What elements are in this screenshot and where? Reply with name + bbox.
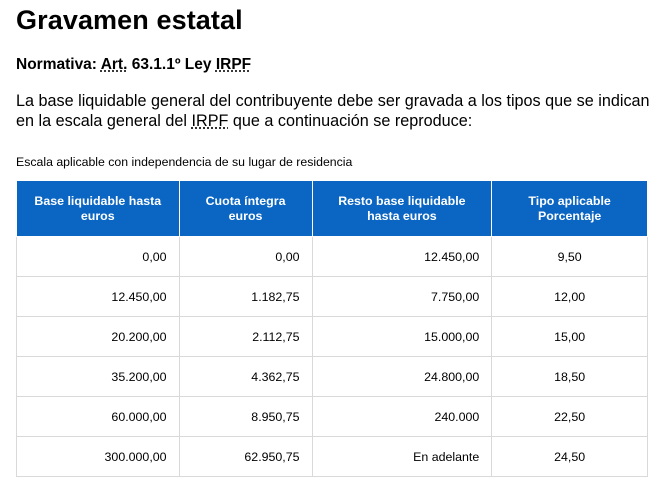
cell-resto: 240.000 xyxy=(312,396,493,437)
table-row: 20.200,00 2.112,75 15.000,00 15,00 xyxy=(16,316,648,357)
cell-base: 0,00 xyxy=(16,236,180,277)
table-caption: Escala aplicable con independencia de su… xyxy=(16,155,353,169)
cell-tipo: 22,50 xyxy=(491,396,648,437)
cell-resto: 24.800,00 xyxy=(312,356,493,397)
escala-table: Base liquidable hasta euros Cuota íntegr… xyxy=(16,180,648,477)
page-title: Gravamen estatal xyxy=(16,5,243,35)
cell-base: 300.000,00 xyxy=(16,436,180,477)
cell-cuota: 0,00 xyxy=(179,236,313,277)
table-row: 12.450,00 1.182,75 7.750,00 12,00 xyxy=(16,276,648,317)
cell-resto: 7.750,00 xyxy=(312,276,493,317)
intro-text-start: La base liquidable general del contribuy… xyxy=(16,92,650,130)
cell-base: 60.000,00 xyxy=(16,396,180,437)
normativa-label: Normativa: xyxy=(16,56,97,73)
header-resto-base: Resto base liquidable hasta euros xyxy=(311,180,493,237)
cell-tipo: 9,50 xyxy=(491,236,648,277)
article-abbreviation[interactable]: Art. xyxy=(100,56,128,73)
table-row: 300.000,00 62.950,75 En adelante 24,50 xyxy=(16,436,648,477)
cell-tipo: 15,00 xyxy=(491,316,648,357)
cell-cuota: 8.950,75 xyxy=(179,396,313,437)
cell-resto: En adelante xyxy=(312,436,493,477)
header-tipo-aplicable: Tipo aplicable Porcentaje xyxy=(491,180,648,237)
cell-base: 12.450,00 xyxy=(16,276,180,317)
intro-irpf-abbreviation[interactable]: IRPF xyxy=(191,112,229,130)
content-area: Gravamen estatal Normativa: Art. 63.1.1º… xyxy=(16,5,656,477)
table-row: 35.200,00 4.362,75 24.800,00 18,50 xyxy=(16,356,648,397)
normativa-line: Normativa: Art. 63.1.1º Ley IRPF xyxy=(16,56,655,74)
cell-cuota: 4.362,75 xyxy=(179,356,313,397)
cell-base: 20.200,00 xyxy=(16,316,180,357)
irpf-abbreviation[interactable]: IRPF xyxy=(215,56,252,73)
cell-resto: 15.000,00 xyxy=(312,316,493,357)
cell-cuota: 1.182,75 xyxy=(179,276,313,317)
cell-resto: 12.450,00 xyxy=(312,236,493,277)
cell-tipo: 12,00 xyxy=(491,276,648,317)
cell-cuota: 62.950,75 xyxy=(179,436,313,477)
header-cuota-integra: Cuota íntegra euros xyxy=(178,180,313,237)
table-row: 0,00 0,00 12.450,00 9,50 xyxy=(16,236,648,277)
cell-tipo: 18,50 xyxy=(491,356,648,397)
intro-paragraph: La base liquidable general del contribuy… xyxy=(16,91,656,131)
cell-cuota: 2.112,75 xyxy=(179,316,313,357)
normativa-reference: 63.1.1º Ley xyxy=(131,56,212,73)
cell-tipo: 24,50 xyxy=(491,436,648,477)
cell-base: 35.200,00 xyxy=(16,356,180,397)
table-header-row: Base liquidable hasta euros Cuota íntegr… xyxy=(16,180,648,237)
header-base-liquidable: Base liquidable hasta euros xyxy=(16,180,180,237)
intro-text-end: que a continuación se reproduce: xyxy=(228,112,473,130)
table-row: 60.000,00 8.950,75 240.000 22,50 xyxy=(16,396,648,437)
